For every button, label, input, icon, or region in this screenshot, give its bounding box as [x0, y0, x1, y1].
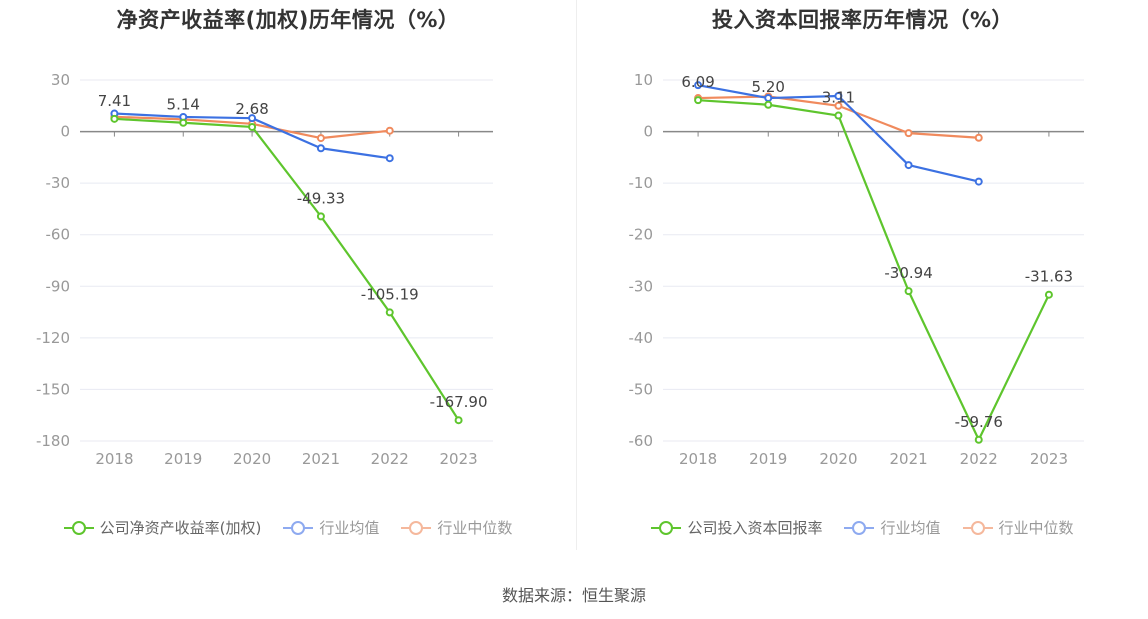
- data-point: [110, 114, 119, 123]
- data-label: -31.63: [1025, 268, 1073, 286]
- roic-line-chart: 10 0 -10 -20 -30 -40 -50 -60 2018 2019 2020 2021 202…: [629, 71, 1084, 468]
- data-point: [454, 416, 463, 425]
- x-tick-label: 2022: [960, 450, 998, 468]
- data-point: [248, 122, 257, 131]
- legend-item-industry-avg[interactable]: 行业均值: [283, 517, 379, 538]
- data-point: [385, 126, 394, 135]
- x-tick-label: 2021: [889, 450, 927, 468]
- y-tick-label: -40: [629, 329, 654, 347]
- data-point: [385, 154, 394, 163]
- y-tick-label: 0: [60, 123, 70, 141]
- data-point: [1044, 290, 1053, 299]
- x-tick-label: 2019: [164, 450, 202, 468]
- legend-avg-icon: [844, 520, 875, 536]
- legend-label: 行业中位数: [998, 519, 1074, 537]
- data-point: [316, 144, 325, 153]
- data-point: [248, 114, 257, 123]
- data-point: [694, 81, 703, 90]
- data-point: [834, 111, 843, 120]
- series-line: [698, 99, 1050, 441]
- data-label: -167.90: [430, 393, 488, 411]
- data-label: 5.20: [752, 78, 785, 96]
- data-point: [974, 133, 983, 142]
- legend-item-industry-median[interactable]: 行业中位数: [401, 517, 512, 538]
- chart-legend: 公司净资产收益率(加权) 行业均值 行业中位数: [0, 517, 576, 538]
- legend-item-industry-avg[interactable]: 行业均值: [844, 517, 941, 538]
- data-point: [974, 435, 983, 444]
- data-point: [385, 308, 394, 317]
- data-label: -59.76: [955, 413, 1003, 431]
- y-tick-label: -10: [629, 174, 654, 192]
- data-point: [694, 96, 703, 105]
- data-label: 3.11: [822, 89, 855, 107]
- chart-legend: 公司投入资本回报率 行业均值 行业中位数: [577, 517, 1148, 538]
- data-label: -49.33: [297, 189, 345, 207]
- x-tick-label: 2020: [233, 450, 271, 468]
- legend-label: 行业均值: [319, 519, 380, 537]
- legend-median-icon: [401, 520, 432, 536]
- legend-item-company[interactable]: 公司净资产收益率(加权): [63, 517, 262, 538]
- data-label: 6.09: [681, 73, 714, 91]
- legend-label: 行业中位数: [437, 519, 513, 537]
- data-point: [904, 287, 913, 296]
- y-tick-label: -90: [46, 277, 71, 295]
- y-tick-label: 10: [634, 71, 653, 89]
- legend-avg-icon: [283, 520, 314, 536]
- x-tick-label: 2018: [679, 450, 717, 468]
- x-tick-label: 2019: [749, 450, 787, 468]
- y-tick-label: -180: [36, 432, 70, 450]
- data-label: 7.41: [98, 92, 131, 110]
- data-point: [834, 91, 843, 100]
- data-point: [904, 129, 913, 138]
- y-tick-label: 0: [643, 123, 653, 141]
- x-tick-label: 2018: [95, 450, 133, 468]
- data-point: [974, 177, 983, 186]
- data-point: [316, 134, 325, 143]
- y-tick-label: -60: [46, 226, 71, 244]
- data-source-note: 数据来源：恒生聚源: [501, 586, 646, 605]
- data-label: -30.94: [884, 264, 932, 282]
- legend-company-icon: [63, 520, 94, 536]
- data-label: -105.19: [361, 285, 419, 303]
- legend-company-icon: [651, 520, 682, 536]
- y-tick-label: -120: [36, 329, 70, 347]
- x-tick-label: 2023: [439, 450, 477, 468]
- x-tick-label: 2023: [1030, 450, 1068, 468]
- panel-divider: [576, 0, 577, 550]
- chart-title: 净资产收益率(加权)历年情况（%）: [116, 8, 460, 32]
- data-point: [764, 100, 773, 109]
- legend-label: 行业均值: [880, 519, 941, 537]
- legend-item-industry-median[interactable]: 行业中位数: [962, 517, 1074, 538]
- data-point: [316, 212, 325, 221]
- chart-title: 投入资本回报率历年情况（%）: [711, 8, 1014, 32]
- y-tick-label: -150: [36, 380, 70, 398]
- data-label: 2.68: [235, 100, 268, 118]
- roe-chart-panel: 净资产收益率(加权)历年情况（%） 30 0 -30 -60 -90 -120 -150 -1…: [0, 0, 576, 560]
- x-tick-label: 2022: [371, 450, 409, 468]
- data-label: 5.14: [167, 96, 200, 114]
- data-point: [179, 118, 188, 127]
- series-line: [114, 117, 460, 421]
- data-point: [834, 101, 843, 110]
- data-point: [764, 94, 773, 103]
- legend-item-company[interactable]: 公司投入资本回报率: [651, 517, 822, 538]
- data-point: [904, 161, 913, 170]
- legend-label: 公司投入资本回报率: [687, 519, 823, 537]
- y-tick-label: 30: [51, 71, 70, 89]
- roic-chart-panel: 投入资本回报率历年情况（%） 10 0 -10 -20 -30 -40 -50 -60 2018…: [577, 0, 1148, 560]
- roe-line-chart: 30 0 -30 -60 -90 -120 -150 -180 2018 2019 2020 2021…: [36, 71, 493, 468]
- y-tick-label: -30: [46, 174, 71, 192]
- y-tick-label: -60: [629, 432, 654, 450]
- y-tick-label: -20: [629, 226, 654, 244]
- y-tick-label: -50: [629, 380, 654, 398]
- legend-median-icon: [962, 520, 993, 536]
- x-tick-label: 2020: [819, 450, 857, 468]
- x-tick-label: 2021: [302, 450, 340, 468]
- legend-label: 公司净资产收益率(加权): [99, 519, 262, 537]
- y-tick-label: -30: [629, 277, 654, 295]
